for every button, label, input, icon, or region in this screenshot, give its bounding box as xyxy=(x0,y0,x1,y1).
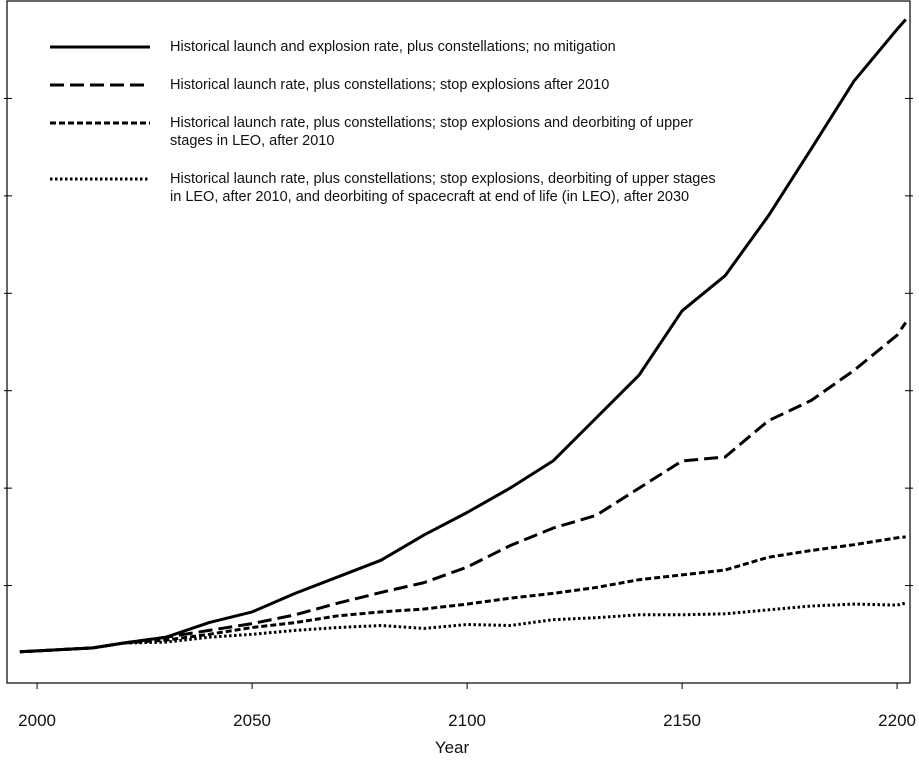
x-tick-label: 2050 xyxy=(233,711,271,730)
legend-swatch xyxy=(50,83,150,87)
x-axis-label: Year xyxy=(435,738,470,757)
legend-entry: Historical launch rate, plus constellati… xyxy=(50,114,730,150)
x-tick-label: 2150 xyxy=(663,711,701,730)
x-tick-label: 2200 xyxy=(878,711,916,730)
legend-label: Historical launch and explosion rate, pl… xyxy=(170,39,616,55)
series-line xyxy=(19,601,907,654)
legend-swatch xyxy=(50,45,150,49)
legend-label: Historical launch rate, plus constellati… xyxy=(170,77,610,93)
legend-swatch xyxy=(50,121,150,125)
series-line xyxy=(19,18,907,654)
series-line xyxy=(19,321,907,654)
plot-frame xyxy=(6,0,911,684)
x-tick-label: 2100 xyxy=(448,711,486,730)
legend-label: Historical launch rate, plus constellati… xyxy=(170,115,694,149)
legend-entry: Historical launch rate, plus constellati… xyxy=(50,170,730,206)
x-tick-label: 2000 xyxy=(18,711,56,730)
legend-entry: Historical launch rate, plus constellati… xyxy=(50,76,730,94)
legend-entry: Historical launch and explosion rate, pl… xyxy=(50,38,730,56)
legend: Historical launch and explosion rate, pl… xyxy=(50,38,730,226)
series-line xyxy=(19,535,906,654)
legend-swatch xyxy=(50,177,150,181)
legend-label: Historical launch rate, plus constellati… xyxy=(170,171,716,205)
